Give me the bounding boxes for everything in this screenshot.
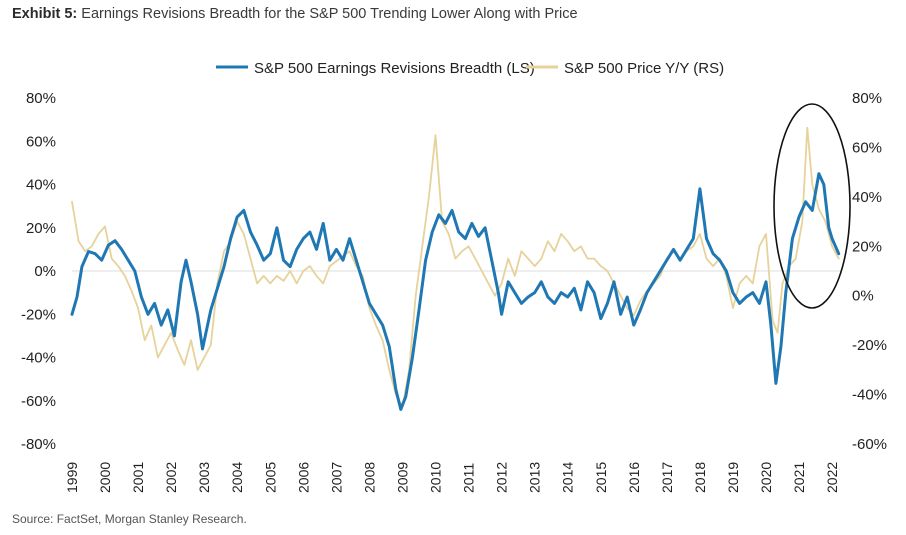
- y-left-tick-label: -80%: [21, 436, 56, 453]
- y-right-tick-label: -60%: [852, 436, 887, 453]
- x-tick-label: 2014: [560, 462, 576, 493]
- y-right-tick-label: -20%: [852, 337, 887, 354]
- x-tick-label: 2002: [163, 462, 179, 493]
- x-tick-label: 2016: [626, 462, 642, 493]
- y-right-tick-label: 0%: [852, 288, 874, 305]
- x-tick-label: 2011: [461, 463, 477, 493]
- x-tick-label: 2021: [791, 462, 807, 493]
- x-tick-label: 2004: [229, 462, 245, 493]
- y-right-tick-label: -40%: [852, 387, 887, 404]
- x-tick-label: 2020: [758, 462, 774, 493]
- y-left-tick-label: -20%: [21, 306, 56, 323]
- legend-breadth-label: S&P 500 Earnings Revisions Breadth (LS): [254, 60, 535, 77]
- x-tick-label: 2012: [494, 462, 510, 493]
- y-right-tick-label: 80%: [852, 90, 882, 107]
- series-layer: [72, 128, 839, 410]
- x-tick-label: 2015: [593, 462, 609, 493]
- legend: S&P 500 Earnings Revisions Breadth (LS) …: [216, 60, 724, 77]
- x-tick-label: 2019: [725, 462, 741, 493]
- series-line-breadth: [72, 174, 839, 410]
- y-left-tick-label: 80%: [26, 90, 56, 107]
- x-tick-label: 2008: [361, 462, 377, 493]
- y-right-tick-label: 60%: [852, 139, 882, 156]
- y-left-tick-label: 40%: [26, 177, 56, 194]
- x-tick-label: 2007: [328, 462, 344, 493]
- x-tick-label: 2000: [97, 462, 113, 493]
- x-tick-label: 2017: [659, 462, 675, 493]
- y-right-tick-label: 20%: [852, 238, 882, 255]
- x-tick-label: 2022: [824, 462, 840, 493]
- x-tick-label: 2009: [394, 462, 410, 493]
- x-tick-label: 1999: [64, 462, 80, 493]
- y-left-tick-label: 60%: [26, 133, 56, 150]
- legend-price-label: S&P 500 Price Y/Y (RS): [564, 60, 724, 77]
- line-chart: S&P 500 Earnings Revisions Breadth (LS) …: [0, 0, 906, 535]
- source-note: Source: FactSet, Morgan Stanley Research…: [12, 512, 247, 526]
- x-tick-label: 2003: [196, 462, 212, 493]
- x-tick-label: 2005: [262, 462, 278, 493]
- x-tick-label: 2006: [295, 462, 311, 493]
- y-left-tick-label: 0%: [34, 263, 56, 280]
- x-tick-label: 2018: [692, 462, 708, 493]
- x-tick-label: 2010: [428, 462, 444, 493]
- x-tick-label: 2001: [130, 462, 146, 493]
- axes-layer: 80% 60% 40% 20% 0% -20% -40% -60% -80% 80% 60% 40% 2…: [21, 90, 887, 493]
- y-left-tick-label: -60%: [21, 393, 56, 410]
- y-left-tick-label: -40%: [21, 350, 56, 367]
- y-left-tick-label: 20%: [26, 220, 56, 237]
- x-tick-label: 2013: [527, 462, 543, 493]
- y-right-tick-label: 40%: [852, 189, 882, 206]
